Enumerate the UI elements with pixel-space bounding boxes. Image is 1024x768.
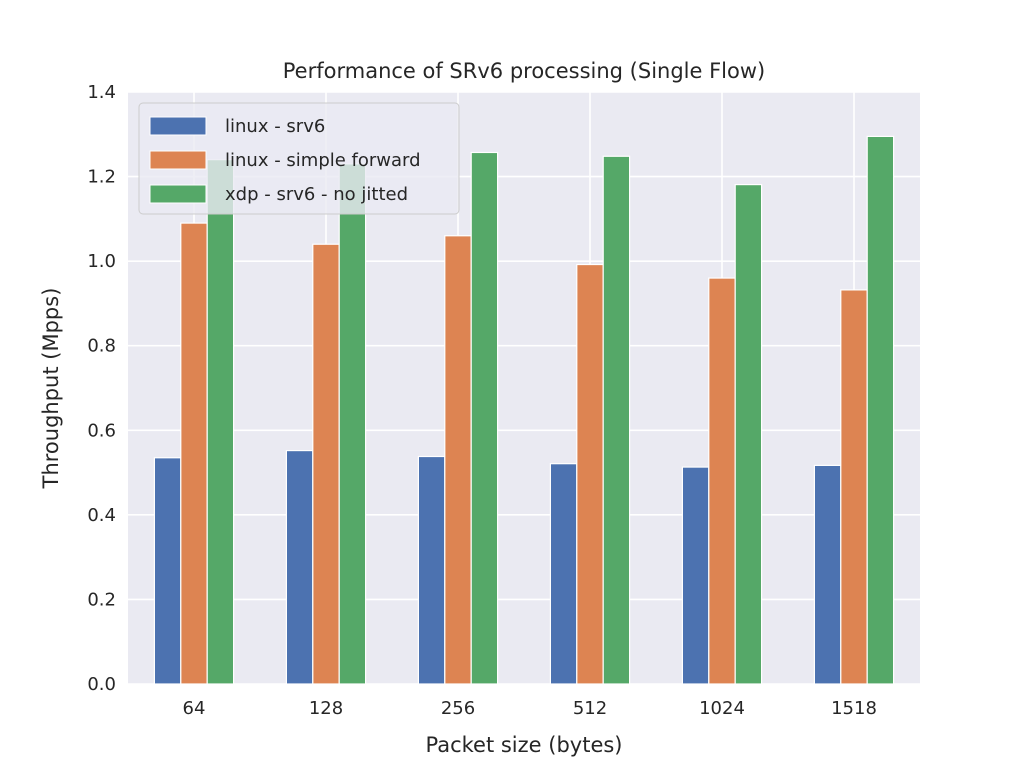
x-tick-label: 128: [309, 698, 343, 719]
y-tick-label: 1.0: [87, 251, 116, 272]
bar-series-1-cat-5: [840, 289, 868, 685]
legend-box: [138, 102, 460, 215]
bar-series-1-cat-0: [180, 222, 208, 685]
y-tick-label: 0.6: [87, 420, 116, 441]
legend-label-1: linux - simple forward: [225, 150, 421, 171]
y-tick-label: 1.4: [87, 82, 116, 103]
x-axis-ticks: 64 128 256 512 1024 1518: [183, 698, 877, 719]
y-axis-ticks: 0.0 0.2 0.4 0.6 0.8 1.0 1.2 1.4: [87, 82, 116, 695]
bar-series-1-cat-4: [708, 277, 736, 685]
y-tick-label: 0.0: [87, 674, 116, 695]
legend-label-2: xdp - srv6 - no jitted: [225, 184, 408, 205]
bar-series-0-cat-5: [813, 464, 842, 685]
legend-swatch-0: [149, 116, 207, 136]
x-axis-label: Packet size (bytes): [425, 733, 622, 757]
bar-series-2-cat-4: [734, 184, 763, 685]
bar-series-0-cat-1: [285, 449, 314, 685]
bar-series-2-cat-2: [470, 151, 499, 685]
y-tick-label: 1.2: [87, 167, 116, 188]
x-tick-label: 512: [573, 698, 607, 719]
legend: linux - srv6 linux - simple forward xdp - …: [138, 102, 460, 215]
bar-series-0-cat-0: [153, 457, 182, 685]
bar-series-2-cat-1: [338, 163, 367, 685]
legend-swatch-1: [149, 150, 207, 170]
x-tick-label: 1024: [699, 698, 745, 719]
bar-series-0-cat-2: [417, 455, 446, 685]
y-tick-label: 0.8: [87, 336, 116, 357]
chart-title: Performance of SRv6 processing (Single F…: [283, 59, 765, 83]
bar-series-2-cat-3: [602, 155, 631, 685]
x-tick-label: 1518: [831, 698, 877, 719]
y-axis-label: Throughput (Mpps): [39, 288, 63, 490]
legend-label-0: linux - srv6: [225, 116, 325, 137]
x-tick-label: 256: [441, 698, 475, 719]
y-tick-label: 0.4: [87, 505, 116, 526]
bar-series-2-cat-5: [866, 135, 895, 685]
bar-series-0-cat-3: [549, 463, 578, 685]
bar-series-0-cat-4: [681, 466, 710, 685]
bar-series-1-cat-1: [312, 243, 340, 685]
legend-swatch-2: [149, 184, 207, 204]
y-tick-label: 0.2: [87, 589, 116, 610]
x-tick-label: 64: [183, 698, 206, 719]
bar-series-1-cat-3: [576, 263, 604, 685]
bar-series-2-cat-0: [206, 159, 235, 685]
bars: [153, 135, 895, 685]
bar-series-1-cat-2: [444, 235, 472, 685]
